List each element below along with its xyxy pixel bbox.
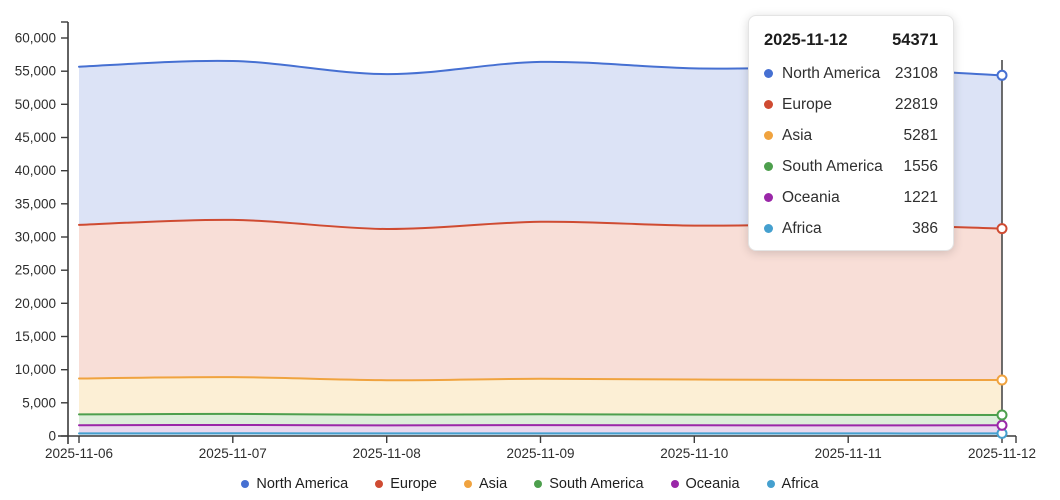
series-dot-icon (764, 131, 773, 140)
y-axis-label: 0 (48, 429, 56, 444)
tooltip-series-value: 5281 (903, 126, 938, 144)
x-axis-label: 2025-11-12 (968, 446, 1036, 461)
x-axis-label: 2025-11-08 (353, 446, 421, 461)
tooltip-row: Africa 386 (764, 219, 938, 238)
legend-item-africa[interactable]: Africa (766, 476, 819, 492)
legend-item-europe[interactable]: Europe (375, 476, 437, 492)
tooltip-series-value: 22819 (894, 95, 938, 113)
tooltip-row: Oceania 1221 (764, 188, 938, 207)
tooltip-date: 2025-11-12 (764, 31, 848, 49)
tooltip-series-name: South America (782, 157, 883, 175)
x-axis-label: 2025-11-07 (199, 446, 267, 461)
tooltip-total: 54371 (892, 31, 938, 49)
hover-marker-icon (996, 374, 1008, 386)
x-axis-label: 2025-11-11 (815, 446, 882, 461)
series-dot-icon (534, 480, 543, 488)
series-dot-icon (764, 193, 773, 202)
hover-marker-icon (996, 69, 1008, 81)
tooltip-series-name: Africa (782, 219, 822, 237)
chart-legend: North America Europe Asia South America … (0, 472, 1060, 496)
tooltip-row: North America 23108 (764, 64, 938, 83)
y-axis-label: 25,000 (15, 263, 56, 278)
legend-label: Europe (390, 476, 437, 492)
legend-item-north-america[interactable]: North America (241, 476, 348, 492)
tooltip-series-value: 1556 (903, 157, 938, 175)
series-dot-icon (670, 480, 679, 488)
tooltip-series-name: Asia (782, 126, 813, 144)
hover-marker-icon (996, 419, 1008, 431)
y-axis-label: 30,000 (15, 230, 56, 245)
tooltip-series-value: 1221 (903, 188, 938, 206)
series-dot-icon (375, 480, 384, 488)
series-line (78, 376, 1003, 382)
tooltip-series-name: North America (782, 64, 881, 82)
y-axis-label: 40,000 (15, 163, 56, 178)
tooltip-row: Asia 5281 (764, 126, 938, 145)
y-axis-label: 15,000 (15, 329, 56, 344)
series-dot-icon (241, 480, 250, 488)
series-dot-icon (764, 100, 773, 109)
tooltip-header: 2025-11-12 54371 (764, 28, 938, 52)
series-dot-icon (464, 480, 472, 488)
tooltip-row: Europe 22819 (764, 95, 938, 114)
series-line (78, 412, 1003, 416)
y-axis-label: 10,000 (15, 362, 56, 377)
x-axis-label: 2025-11-09 (506, 446, 574, 461)
x-axis-label: 2025-11-10 (660, 446, 728, 461)
legend-item-oceania[interactable]: Oceania (670, 476, 740, 492)
tooltip-series-value: 386 (912, 219, 938, 237)
tooltip-row: South America 1556 (764, 157, 938, 176)
hover-marker-icon (996, 223, 1008, 235)
tooltip-series-name: Oceania (782, 188, 840, 206)
legend-label: South America (549, 476, 644, 492)
chart-tooltip: 2025-11-12 54371 North America 23108 Eur… (748, 15, 954, 251)
legend-item-south-america[interactable]: South America (534, 476, 644, 492)
x-axis-label: 2025-11-06 (45, 446, 113, 461)
hover-marker-icon (996, 409, 1008, 421)
legend-label: Africa (781, 476, 819, 492)
y-axis-label: 50,000 (15, 97, 56, 112)
tooltip-series-name: Europe (782, 95, 832, 113)
y-axis-label: 45,000 (15, 130, 56, 145)
legend-label: North America (256, 476, 349, 492)
y-axis-label: 35,000 (15, 196, 56, 211)
series-dot-icon (764, 162, 773, 171)
legend-label: Asia (479, 476, 508, 492)
y-axis-label: 55,000 (15, 64, 56, 79)
legend-item-asia[interactable]: Asia (464, 476, 507, 492)
series-dot-icon (764, 69, 773, 78)
tooltip-series-value: 23108 (894, 64, 938, 82)
y-axis-label: 60,000 (15, 31, 56, 46)
y-axis-label: 5,000 (22, 395, 56, 410)
series-dot-icon (766, 480, 775, 488)
series-dot-icon (764, 224, 773, 233)
y-axis-label: 20,000 (15, 296, 56, 311)
legend-label: Oceania (685, 476, 740, 492)
